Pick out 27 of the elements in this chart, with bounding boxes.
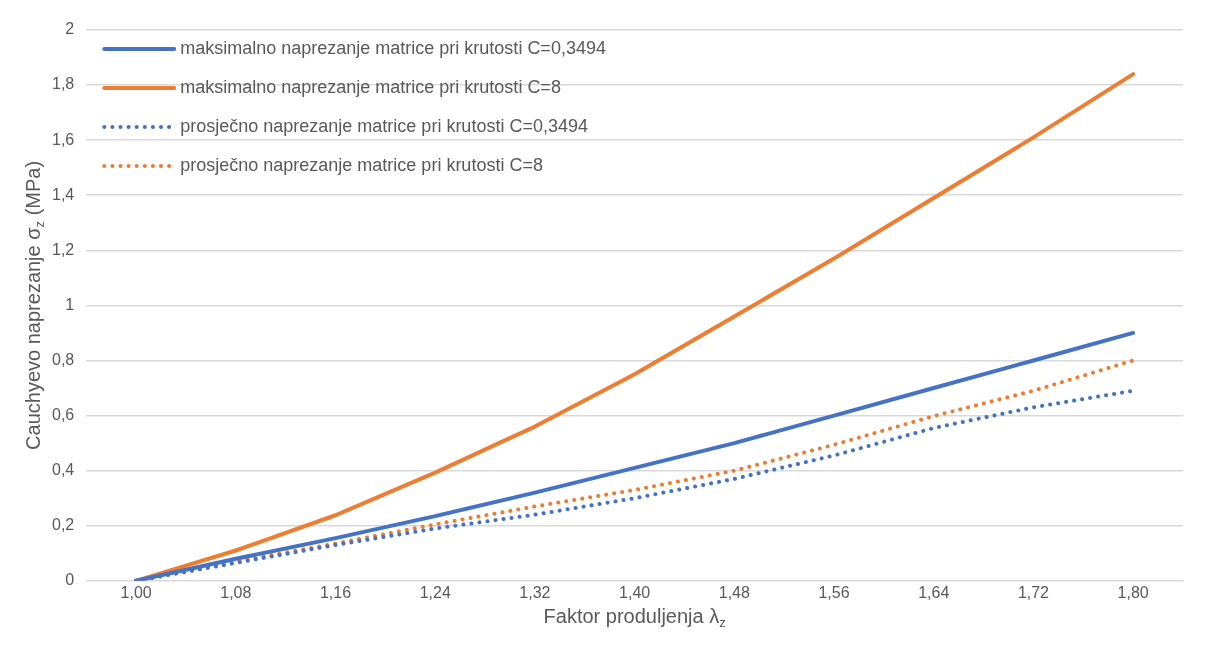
x-tick-label: 1,64: [918, 583, 950, 601]
x-tick-label: 1,48: [718, 583, 750, 601]
y-tick-label: 0: [65, 571, 75, 589]
y-tick-label: 0,8: [51, 350, 75, 368]
x-tick-label: 1,80: [1117, 583, 1149, 601]
y-tick-label: 1,6: [51, 130, 75, 148]
y-axis-title: Cauchyevo naprezanje σz (MPa): [21, 160, 47, 450]
x-tick-label: 1,00: [120, 583, 152, 601]
x-tick-label: 1,08: [220, 583, 252, 601]
legend-label: prosječno naprezanje matrice pri krutosti C=8: [180, 154, 543, 175]
x-tick-label: 1,56: [818, 583, 850, 601]
y-tick-label: 1,2: [51, 240, 75, 258]
y-tick-label: 0,2: [51, 516, 75, 534]
x-tick-label: 1,72: [1017, 583, 1050, 601]
x-tick-label: 1,24: [419, 583, 451, 601]
y-tick-label: 1,8: [51, 75, 75, 93]
y-tick-label: 0,4: [51, 461, 75, 479]
x-tick-label: 1,16: [319, 583, 352, 601]
y-tick-label: 2: [65, 20, 75, 38]
y-tick-label: 1,4: [51, 185, 75, 203]
y-tick-label: 0,6: [51, 405, 75, 423]
x-tick-label: 1,40: [619, 583, 651, 601]
x-tick-label: 1,32: [519, 583, 551, 601]
legend-label: prosječno naprezanje matrice pri krutosti C=0,3494: [180, 115, 588, 136]
legend-label: maksimalno naprezanje matrice pri krutosti C=8: [180, 76, 561, 97]
y-tick-label: 1: [65, 295, 75, 313]
legend-label: maksimalno naprezanje matrice pri krutosti C=0,3494: [180, 37, 606, 58]
